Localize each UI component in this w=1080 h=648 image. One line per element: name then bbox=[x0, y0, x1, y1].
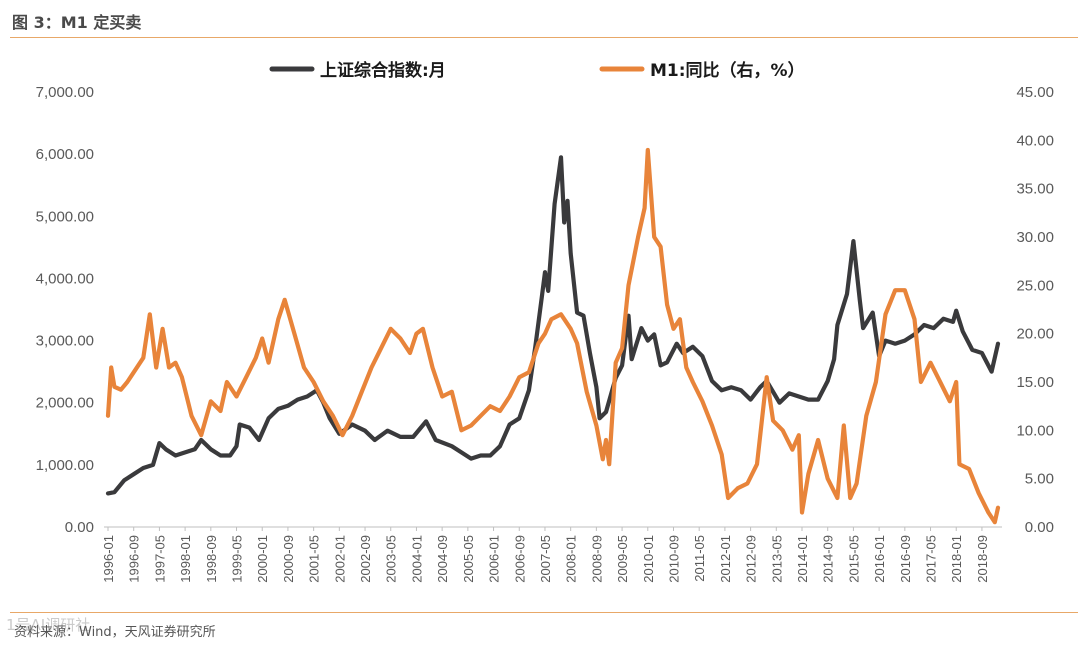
x-tick-label: 2000-01 bbox=[255, 535, 270, 583]
x-tick-label: 2017-05 bbox=[924, 535, 939, 583]
x-tick-label: 2014-01 bbox=[795, 535, 810, 583]
x-axis: 1996-01 1996-09 1997-05 1998-01 1998-09 1999-… bbox=[101, 527, 990, 583]
y-left-tick-label: 3,000.00 bbox=[36, 333, 94, 350]
x-tick-label: 2004-01 bbox=[409, 535, 424, 583]
x-tick-label: 2016-09 bbox=[898, 535, 913, 583]
x-tick-label: 2006-09 bbox=[512, 535, 527, 583]
source-note: 资料来源：Wind，天风证券研究所 bbox=[14, 625, 216, 640]
series-line-m1 bbox=[105, 147, 1001, 525]
y-right-tick-label: 25.00 bbox=[1016, 277, 1054, 294]
line-chart: 上证综合指数:月 M1:同比（右，%） 0.00 1,000.00 2,000.00… bbox=[36, 60, 1054, 583]
y-right-tick-label: 15.00 bbox=[1016, 374, 1054, 391]
x-tick-label: 2001-05 bbox=[307, 535, 322, 583]
x-tick-label: 2000-09 bbox=[281, 535, 296, 583]
x-tick-label: 2018-09 bbox=[975, 535, 990, 583]
watermark: 1号AI调研社 bbox=[6, 616, 91, 634]
x-tick-label: 1998-09 bbox=[204, 535, 219, 583]
legend-label-m1: M1:同比（右，%） bbox=[650, 60, 805, 81]
x-tick-label: 1998-01 bbox=[178, 535, 193, 583]
x-tick-label: 2011-05 bbox=[692, 535, 707, 582]
x-tick-label: 1999-05 bbox=[230, 535, 245, 583]
y-right-tick-label: 35.00 bbox=[1016, 181, 1054, 198]
x-tick-label: 2016-01 bbox=[872, 535, 887, 583]
series-line-index bbox=[105, 155, 1001, 496]
y-right-tick-label: 5.00 bbox=[1025, 471, 1054, 488]
series-group bbox=[105, 147, 1001, 525]
x-tick-label: 2005-05 bbox=[461, 535, 476, 583]
x-tick-label: 2008-09 bbox=[589, 535, 604, 583]
y-left-tick-label: 6,000.00 bbox=[36, 146, 94, 163]
y-right-tick-label: 30.00 bbox=[1016, 229, 1054, 246]
x-tick-label: 2008-01 bbox=[564, 535, 579, 583]
x-tick-label: 2010-09 bbox=[666, 535, 681, 583]
x-tick-label: 2018-01 bbox=[949, 535, 964, 583]
y-left-tick-label: 5,000.00 bbox=[36, 208, 94, 225]
x-tick-label: 2014-09 bbox=[821, 535, 836, 583]
x-tick-label: 2013-05 bbox=[769, 535, 784, 583]
y-right-tick-label: 45.00 bbox=[1016, 84, 1054, 101]
y-left-tick-label: 1,000.00 bbox=[36, 457, 94, 474]
x-tick-label: 2002-09 bbox=[358, 535, 373, 583]
x-tick-label: 1996-01 bbox=[101, 535, 116, 583]
x-tick-label: 2012-09 bbox=[744, 535, 759, 583]
x-tick-label: 2002-01 bbox=[332, 535, 347, 583]
x-tick-label: 2007-05 bbox=[538, 535, 553, 583]
x-tick-label: 2009-05 bbox=[615, 535, 630, 583]
y-left-tick-label: 4,000.00 bbox=[36, 270, 94, 287]
y-left-tick-label: 7,000.00 bbox=[36, 84, 94, 101]
y-axis-left: 0.00 1,000.00 2,000.00 3,000.00 4,000.00 5,00… bbox=[36, 84, 94, 536]
x-tick-label: 2012-01 bbox=[718, 535, 733, 583]
title-divider bbox=[10, 37, 1078, 38]
chart-legend: 上证综合指数:月 M1:同比（右，%） bbox=[269, 60, 805, 81]
y-right-tick-label: 10.00 bbox=[1016, 422, 1054, 439]
x-tick-label: 2015-05 bbox=[846, 535, 861, 583]
x-tick-label: 2006-01 bbox=[487, 535, 502, 583]
x-tick-label: 2004-09 bbox=[435, 535, 450, 583]
figure-title: 图 3：M1 定买卖 bbox=[12, 13, 142, 32]
y-right-tick-label: 20.00 bbox=[1016, 326, 1054, 343]
y-right-tick-label: 40.00 bbox=[1016, 132, 1054, 149]
legend-label-index: 上证综合指数:月 bbox=[320, 60, 446, 81]
x-tick-label: 1997-05 bbox=[152, 535, 167, 583]
y-right-tick-label: 0.00 bbox=[1025, 519, 1054, 536]
x-tick-label: 2003-05 bbox=[384, 535, 399, 583]
y-axis-right: 0.00 5.00 10.00 15.00 20.00 25.00 30.00 35.00 40… bbox=[1016, 84, 1054, 536]
footer-divider bbox=[10, 612, 1078, 613]
x-tick-label: 2010-01 bbox=[641, 535, 656, 583]
y-left-tick-label: 2,000.00 bbox=[36, 395, 94, 412]
y-left-tick-label: 0.00 bbox=[65, 519, 94, 536]
x-tick-label: 1996-09 bbox=[127, 535, 142, 583]
